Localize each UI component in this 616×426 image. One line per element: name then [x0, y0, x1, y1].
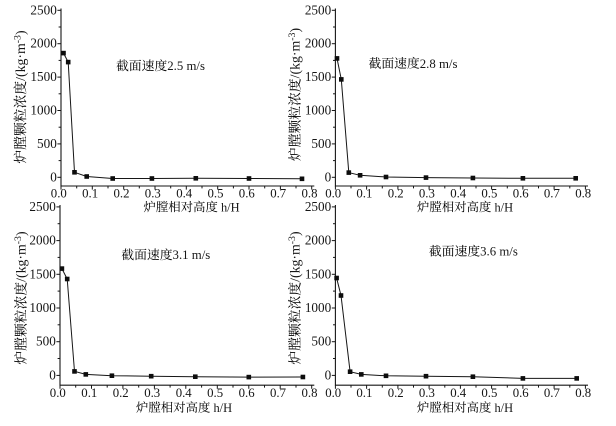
svg-text:0.7: 0.7	[544, 187, 561, 201]
svg-text:0.6: 0.6	[513, 386, 530, 400]
svg-text:0.3: 0.3	[145, 187, 161, 201]
svg-text:0.2: 0.2	[114, 187, 130, 201]
svg-text:1500: 1500	[305, 266, 332, 281]
svg-text:0: 0	[49, 367, 56, 382]
svg-text:2500: 2500	[305, 2, 332, 17]
svg-text:0.4: 0.4	[450, 187, 467, 201]
svg-text:1000: 1000	[30, 103, 57, 118]
svg-text:0.1: 0.1	[81, 386, 97, 400]
svg-text:0.4: 0.4	[450, 386, 467, 400]
svg-text:2500: 2500	[29, 199, 56, 214]
svg-text:500: 500	[311, 334, 331, 349]
svg-text:0.7: 0.7	[270, 386, 287, 400]
svg-text:0.0: 0.0	[325, 187, 341, 201]
svg-text:0.8: 0.8	[575, 187, 591, 201]
svg-text:0.2: 0.2	[388, 187, 404, 201]
svg-text:h/H: h/H	[491, 401, 513, 415]
svg-text:0.2: 0.2	[388, 386, 404, 400]
svg-text:0.1: 0.1	[356, 386, 372, 400]
svg-text:0.4: 0.4	[176, 386, 193, 400]
svg-text:/(kg·m: /(kg·m	[13, 43, 29, 81]
svg-text:h/H: h/H	[210, 401, 232, 415]
svg-text:2.8 m/s: 2.8 m/s	[420, 57, 458, 71]
svg-text:0.6: 0.6	[239, 187, 256, 201]
svg-text:): )	[14, 231, 30, 236]
svg-text:0.2: 0.2	[113, 386, 129, 400]
svg-text:-3: -3	[287, 236, 298, 244]
svg-text:0: 0	[325, 169, 332, 184]
svg-text:500: 500	[37, 136, 57, 151]
svg-text:2000: 2000	[30, 36, 57, 51]
svg-text:0.4: 0.4	[176, 187, 193, 201]
svg-text:2500: 2500	[305, 199, 332, 214]
svg-text:2000: 2000	[29, 233, 56, 248]
svg-text:/(kg·m: /(kg·m	[288, 244, 304, 282]
svg-text:0.5: 0.5	[481, 187, 497, 201]
svg-text:3.1 m/s: 3.1 m/s	[173, 248, 211, 262]
svg-text:/(kg·m: /(kg·m	[14, 244, 30, 282]
svg-text:): )	[288, 231, 304, 236]
svg-text:0: 0	[50, 169, 57, 184]
svg-text:0.7: 0.7	[544, 386, 561, 400]
svg-text:0: 0	[325, 367, 332, 382]
svg-text:0.8: 0.8	[575, 386, 591, 400]
svg-text:h/H: h/H	[218, 200, 240, 214]
svg-text:1500: 1500	[305, 69, 332, 84]
svg-text:1000: 1000	[305, 103, 332, 118]
svg-text:1500: 1500	[30, 69, 57, 84]
svg-text:1500: 1500	[29, 266, 56, 281]
svg-text:-3: -3	[13, 35, 24, 43]
svg-text:): )	[288, 28, 304, 33]
svg-text:0.5: 0.5	[208, 187, 224, 201]
svg-text:2000: 2000	[305, 36, 332, 51]
svg-text:0.0: 0.0	[325, 386, 341, 400]
svg-text:/(kg·m: /(kg·m	[288, 41, 304, 79]
svg-text:2000: 2000	[305, 233, 332, 248]
svg-text:0.7: 0.7	[270, 187, 287, 201]
svg-text:500: 500	[36, 334, 56, 349]
svg-text:0.1: 0.1	[82, 187, 98, 201]
svg-text:1000: 1000	[305, 300, 332, 315]
svg-text:h/H: h/H	[491, 200, 513, 214]
svg-text:0.3: 0.3	[419, 187, 435, 201]
svg-text:0.5: 0.5	[207, 386, 223, 400]
svg-text:0.6: 0.6	[513, 187, 530, 201]
svg-text:2500: 2500	[30, 2, 57, 17]
svg-text:): )	[13, 30, 29, 35]
svg-text:1000: 1000	[29, 300, 56, 315]
svg-text:0.3: 0.3	[144, 386, 160, 400]
svg-text:0.3: 0.3	[419, 386, 435, 400]
svg-text:0.0: 0.0	[50, 386, 66, 400]
svg-text:0.0: 0.0	[51, 187, 67, 201]
svg-text:0.5: 0.5	[481, 386, 497, 400]
svg-text:500: 500	[311, 136, 331, 151]
svg-text:-3: -3	[13, 236, 24, 244]
svg-text:-3: -3	[287, 32, 298, 40]
svg-text:3.6 m/s: 3.6 m/s	[480, 245, 518, 259]
svg-text:2.5 m/s: 2.5 m/s	[167, 59, 205, 73]
svg-text:0.1: 0.1	[356, 187, 372, 201]
svg-text:0.6: 0.6	[239, 386, 256, 400]
svg-text:0.8: 0.8	[302, 187, 318, 201]
svg-text:0.8: 0.8	[302, 386, 318, 400]
